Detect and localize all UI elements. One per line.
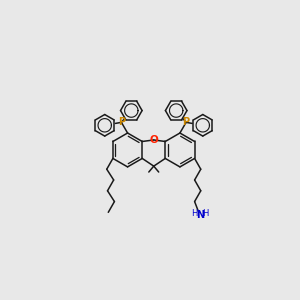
Text: O: O bbox=[149, 135, 158, 145]
Text: P: P bbox=[182, 117, 190, 128]
Text: P: P bbox=[118, 117, 125, 128]
Text: N: N bbox=[196, 210, 204, 220]
Text: H: H bbox=[202, 209, 208, 218]
Text: H: H bbox=[191, 209, 198, 218]
